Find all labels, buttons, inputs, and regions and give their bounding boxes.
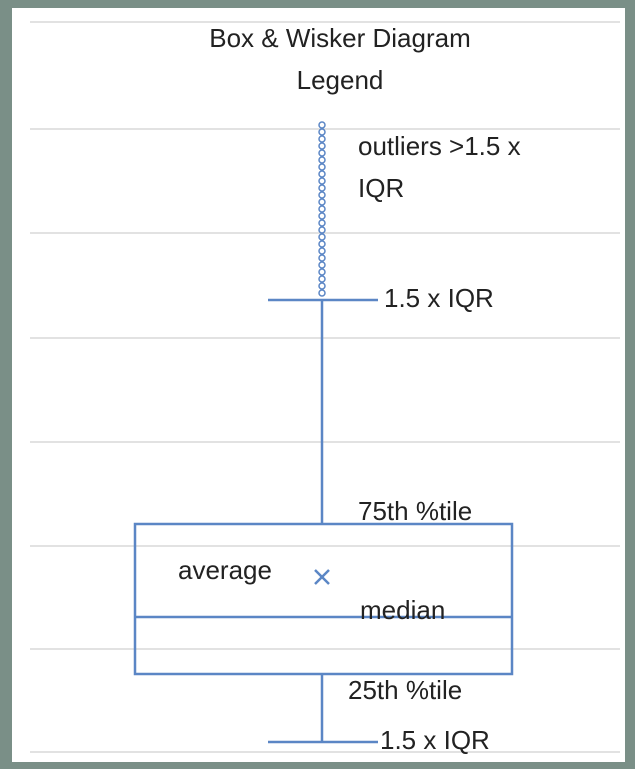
outlier-marker: [318, 142, 326, 150]
outlier-marker: [318, 289, 326, 297]
outlier-marker: [318, 128, 326, 136]
outlier-marker: [318, 219, 326, 227]
grid: [30, 21, 620, 753]
outlier-marker: [318, 198, 326, 206]
outlier-marker: [318, 254, 326, 262]
outlier-marker: [318, 226, 326, 234]
outlier-marker: [318, 212, 326, 220]
outlier-marker: [318, 177, 326, 185]
outlier-marker: [318, 170, 326, 178]
outlier-marker: [318, 233, 326, 241]
outlier-marker: [318, 268, 326, 276]
outlier-marker: [318, 282, 326, 290]
outliers-label: IQR: [358, 173, 404, 203]
q1-label: 25th %tile: [348, 675, 462, 705]
outlier-marker: [318, 135, 326, 143]
outlier-marker: [318, 156, 326, 164]
lower-whisker-label: 1.5 x IQR: [380, 725, 490, 755]
title: Legend: [297, 65, 384, 95]
median-label: median: [360, 595, 445, 625]
outlier-marker: [318, 184, 326, 192]
average-marker: [314, 569, 330, 585]
outlier-marker: [318, 240, 326, 248]
average-label: average: [178, 555, 272, 585]
q3-label: 75th %tile: [358, 496, 472, 526]
outlier-marker: [318, 163, 326, 171]
canvas: [12, 8, 625, 762]
outlier-marker: [318, 261, 326, 269]
outlier-marker: [318, 275, 326, 283]
upper-whisker-label: 1.5 x IQR: [384, 283, 494, 313]
outlier-marker: [318, 149, 326, 157]
box: [133, 522, 514, 676]
outlier-marker: [318, 205, 326, 213]
outlier-markers: [318, 121, 326, 297]
outlier-marker: [318, 121, 326, 129]
outlier-marker: [318, 247, 326, 255]
outliers-label: outliers >1.5 x: [358, 131, 521, 161]
outlier-marker: [318, 191, 326, 199]
title: Box & Wisker Diagram: [209, 23, 471, 53]
